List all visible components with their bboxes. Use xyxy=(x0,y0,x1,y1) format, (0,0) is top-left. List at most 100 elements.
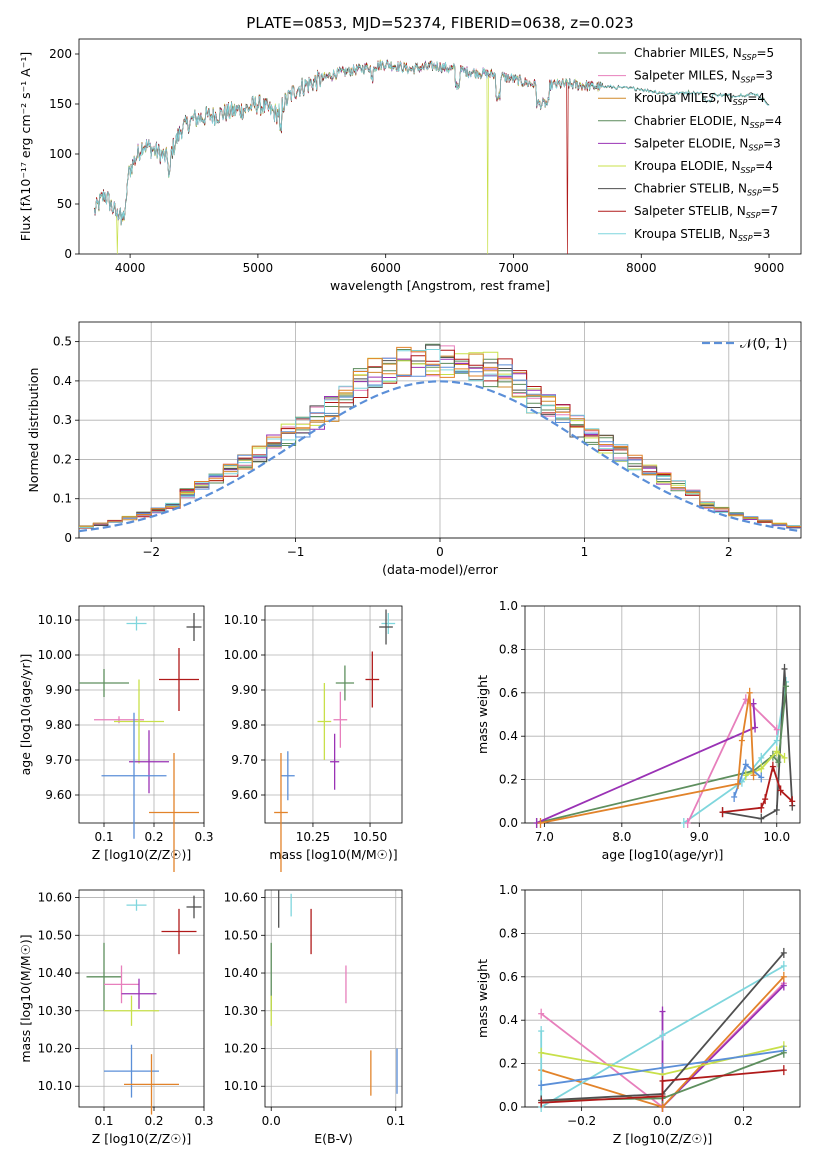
y-tick-label: 10.20 xyxy=(224,1042,258,1056)
weight-series xyxy=(540,692,755,824)
weight-series xyxy=(536,686,787,824)
x-tick-label: 2 xyxy=(725,545,733,559)
legend-label: Kroupa ELODIE, NSSP=4 xyxy=(634,159,773,175)
y-tick-label: 0.4 xyxy=(53,374,72,388)
x-tick-label: 9000 xyxy=(754,261,785,275)
y-axis-label: Normed distribution xyxy=(26,368,41,493)
age_vs_z-points xyxy=(79,613,202,872)
x-tick-label: 10.0 xyxy=(763,830,790,844)
legend-label: Chabrier ELODIE, NSSP=4 xyxy=(634,114,782,130)
legend-label: Chabrier STELIB, NSSP=5 xyxy=(634,182,779,198)
legend-label: Kroupa STELIB, NSSP=3 xyxy=(634,227,770,243)
y-axis-label: mass weight xyxy=(475,675,490,754)
y-tick-label: 0.8 xyxy=(499,642,518,656)
y-axis-label: mass weight xyxy=(475,959,490,1038)
y-tick-label: 10.00 xyxy=(224,648,258,662)
weights_vs_age-axes: 7.0 8.0 9.0 10.0 0.0 0.2 0.4 0.6 0.8 1.0 age [log1… xyxy=(475,599,801,862)
y-tick-label: 0.2 xyxy=(499,1057,518,1071)
y-tick-label: 150 xyxy=(49,97,72,111)
x-tick-label: 0.2 xyxy=(734,1114,753,1128)
mass_vs_z-points xyxy=(86,895,202,1115)
x-axis-label: (data-model)/error xyxy=(382,562,499,577)
y-tick-label: 10.10 xyxy=(224,1079,258,1093)
y-tick-label: 9.90 xyxy=(45,683,72,697)
x-tick-label: 0.2 xyxy=(144,1114,163,1128)
y-axis-label: age [log10(age/yr)] xyxy=(18,654,33,776)
y-tick-label: 0.0 xyxy=(499,816,518,830)
x-tick-label: 0.1 xyxy=(94,1114,113,1128)
age_vs_mass-points xyxy=(274,609,396,872)
x-tick-label: 8.0 xyxy=(612,830,631,844)
spectrum-series xyxy=(93,59,603,226)
age_vs_mass-axes: 10.25 10.50 9.60 9.70 9.80 9.90 10.00 10.10 mass… xyxy=(224,605,403,862)
x-axis-label: Z [log10(Z/Z☉)] xyxy=(92,1131,192,1146)
y-tick-label: 10.10 xyxy=(38,613,72,627)
y-tick-label: 10.00 xyxy=(38,648,72,662)
x-tick-label: 0.2 xyxy=(144,830,163,844)
y-tick-label: 10.60 xyxy=(38,891,72,905)
weight-series xyxy=(540,965,785,1109)
y-tick-label: 200 xyxy=(49,47,72,61)
legend-label: Salpeter MILES, NSSP=3 xyxy=(634,69,773,85)
x-tick-label: 7.0 xyxy=(535,830,554,844)
y-tick-label: 0 xyxy=(64,531,72,545)
spectrum-frame xyxy=(78,38,802,255)
x-axis-label: Z [log10(Z/Z☉)] xyxy=(613,1131,713,1146)
x-tick-label: 0.0 xyxy=(653,1114,672,1128)
y-tick-label: 0.1 xyxy=(53,492,72,506)
x-tick-label: 10.25 xyxy=(296,830,330,844)
spectrum-axes: 4000 5000 6000 7000 8000 9000 0 50 100 150 200 wave… xyxy=(18,38,802,293)
spectrum-series xyxy=(93,60,604,226)
spectrum-series xyxy=(93,59,603,226)
x-tick-label: 6000 xyxy=(370,261,401,275)
x-tick-label: −0.2 xyxy=(567,1114,596,1128)
mass_vs_ebv-axes: 0.0 0.1 10.10 10.20 10.30 10.40 10.50 10.60 E(B-… xyxy=(224,889,405,1146)
y-tick-label: 0.2 xyxy=(499,773,518,787)
spectrum-series xyxy=(93,59,604,225)
y-tick-label: 0.2 xyxy=(53,452,72,466)
weights_vs_age-lines xyxy=(533,663,796,828)
x-tick-label: 0.1 xyxy=(386,1114,405,1128)
x-tick-label: 4000 xyxy=(115,261,146,275)
y-tick-label: 1.0 xyxy=(499,883,518,897)
y-tick-label: 10.50 xyxy=(224,928,258,942)
figure-title: PLATE=0853, MJD=52374, FIBERID=0638, z=0… xyxy=(246,14,633,32)
histogram-series xyxy=(79,346,801,527)
weights_vs_z-axes: −0.2 0.0 0.2 0.0 0.2 0.4 0.6 0.8 1.0 Z [log10(Z/Z… xyxy=(475,883,801,1146)
y-tick-label: 0.0 xyxy=(499,1100,518,1114)
x-tick-label: 10.50 xyxy=(353,830,387,844)
x-tick-label: 5000 xyxy=(243,261,274,275)
x-tick-label: 9.0 xyxy=(690,830,709,844)
x-tick-label: 8000 xyxy=(626,261,657,275)
legend: Chabrier MILES, NSSP=5 Salpeter MILES, NS… xyxy=(598,46,782,243)
residuals-axes: −2 −1 0 1 2 0 0.1 0.2 0.3 0.4 0.5 (data-model)/erro… xyxy=(26,321,802,577)
legend-label: Kroupa MILES, NSSP=4 xyxy=(634,91,765,107)
y-axis-label: Flux [fλ10⁻¹⁷ erg cm⁻² s⁻¹ A⁻¹] xyxy=(18,52,33,241)
y-tick-label: 0.4 xyxy=(499,729,518,743)
x-axis-label: mass [log10(M/M☉)] xyxy=(269,847,397,862)
histograms: 𝒩(0, 1) xyxy=(78,337,802,533)
y-tick-label: 0 xyxy=(64,247,72,261)
weights_vs_z-lines xyxy=(538,947,787,1112)
histogram-series xyxy=(79,349,801,529)
y-tick-label: 10.10 xyxy=(224,613,258,627)
y-tick-label: 10.60 xyxy=(224,891,258,905)
spectrum-series-red xyxy=(589,83,770,106)
x-tick-label: 1 xyxy=(581,545,589,559)
y-tick-label: 9.90 xyxy=(231,683,258,697)
age_vs_mass-frame xyxy=(264,605,403,824)
y-tick-label: 0.6 xyxy=(499,970,518,984)
y-tick-label: 10.30 xyxy=(38,1004,72,1018)
spectrum-series xyxy=(93,60,603,225)
y-tick-label: 50 xyxy=(57,197,72,211)
y-tick-label: 10.40 xyxy=(38,966,72,980)
x-tick-label: 0.3 xyxy=(194,830,213,844)
x-tick-label: −1 xyxy=(287,545,305,559)
x-tick-label: 7000 xyxy=(498,261,529,275)
age_vs_z-frame xyxy=(78,605,205,824)
x-tick-label: 0.0 xyxy=(262,1114,281,1128)
y-tick-label: 0.3 xyxy=(53,413,72,427)
y-tick-label: 10.20 xyxy=(38,1042,72,1056)
weight-series xyxy=(722,668,794,820)
